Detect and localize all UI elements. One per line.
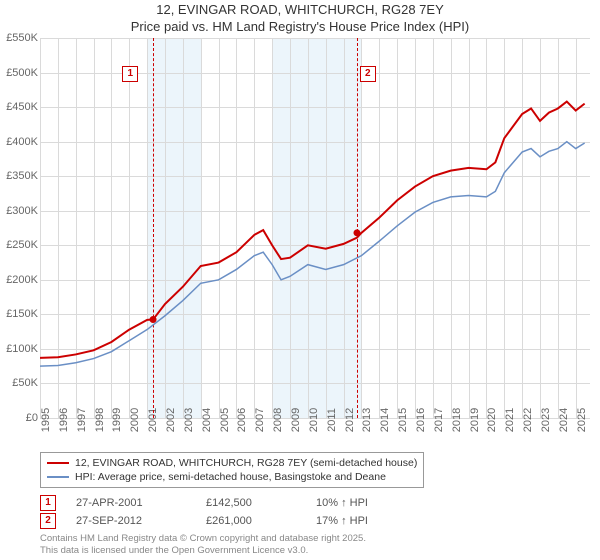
chart-series-svg xyxy=(40,38,590,418)
legend-swatch xyxy=(47,462,69,464)
y-axis-tick-label: £550K xyxy=(0,32,38,44)
marker-dot xyxy=(150,316,157,323)
y-axis-tick-label: £50K xyxy=(0,377,38,389)
marker-table-row: 2 27-SEP-2012£261,00017% ↑ HPI xyxy=(40,512,436,530)
legend-swatch xyxy=(47,476,69,478)
marker-table-row: 1 27-APR-2001£142,50010% ↑ HPI xyxy=(40,494,436,512)
footer-line-2: This data is licensed under the Open Gov… xyxy=(40,545,366,556)
marker-table-pct: 17% ↑ HPI xyxy=(316,515,436,527)
y-axis-tick-label: £100K xyxy=(0,343,38,355)
footer-line-1: Contains HM Land Registry data © Crown c… xyxy=(40,533,366,544)
marker-data-table: 1 27-APR-2001£142,50010% ↑ HPI 2 27-SEP-201… xyxy=(40,494,436,530)
y-axis-tick-label: £200K xyxy=(0,274,38,286)
chart-legend: 12, EVINGAR ROAD, WHITCHURCH, RG28 7EY (… xyxy=(40,452,424,488)
y-axis-tick-label: £250K xyxy=(0,239,38,251)
y-axis-tick-label: £350K xyxy=(0,170,38,182)
chart-title-1: 12, EVINGAR ROAD, WHITCHURCH, RG28 7EY xyxy=(0,2,600,19)
marker-table-pct: 10% ↑ HPI xyxy=(316,497,436,509)
legend-label: 12, EVINGAR ROAD, WHITCHURCH, RG28 7EY (… xyxy=(75,457,417,469)
marker-table-date: 27-SEP-2012 xyxy=(76,515,206,527)
legend-label: HPI: Average price, semi-detached house,… xyxy=(75,471,386,483)
legend-row: HPI: Average price, semi-detached house,… xyxy=(47,470,417,484)
marker-table-price: £261,000 xyxy=(206,515,316,527)
chart-title-2: Price paid vs. HM Land Registry's House … xyxy=(0,19,600,36)
legend-row: 12, EVINGAR ROAD, WHITCHURCH, RG28 7EY (… xyxy=(47,456,417,470)
marker-box-1: 1 xyxy=(122,66,138,82)
marker-table-num-box: 2 xyxy=(40,513,56,529)
chart-plot-area: £0£50K£100K£150K£200K£250K£300K£350K£400… xyxy=(40,38,590,418)
chart-titles: 12, EVINGAR ROAD, WHITCHURCH, RG28 7EY P… xyxy=(0,0,600,36)
marker-box-2: 2 xyxy=(360,66,376,82)
chart-footer: Contains HM Land Registry data © Crown c… xyxy=(40,533,366,556)
y-axis-tick-label: £150K xyxy=(0,308,38,320)
marker-table-date: 27-APR-2001 xyxy=(76,497,206,509)
y-axis-tick-label: £0 xyxy=(0,412,38,424)
marker-dot xyxy=(353,229,360,236)
y-axis-tick-label: £400K xyxy=(0,136,38,148)
y-axis-tick-label: £300K xyxy=(0,205,38,217)
series-line-hpi xyxy=(40,142,585,367)
y-axis-tick-label: £450K xyxy=(0,101,38,113)
marker-table-num-box: 1 xyxy=(40,495,56,511)
series-line-price_paid xyxy=(40,102,585,358)
marker-table-price: £142,500 xyxy=(206,497,316,509)
y-axis-tick-label: £500K xyxy=(0,67,38,79)
